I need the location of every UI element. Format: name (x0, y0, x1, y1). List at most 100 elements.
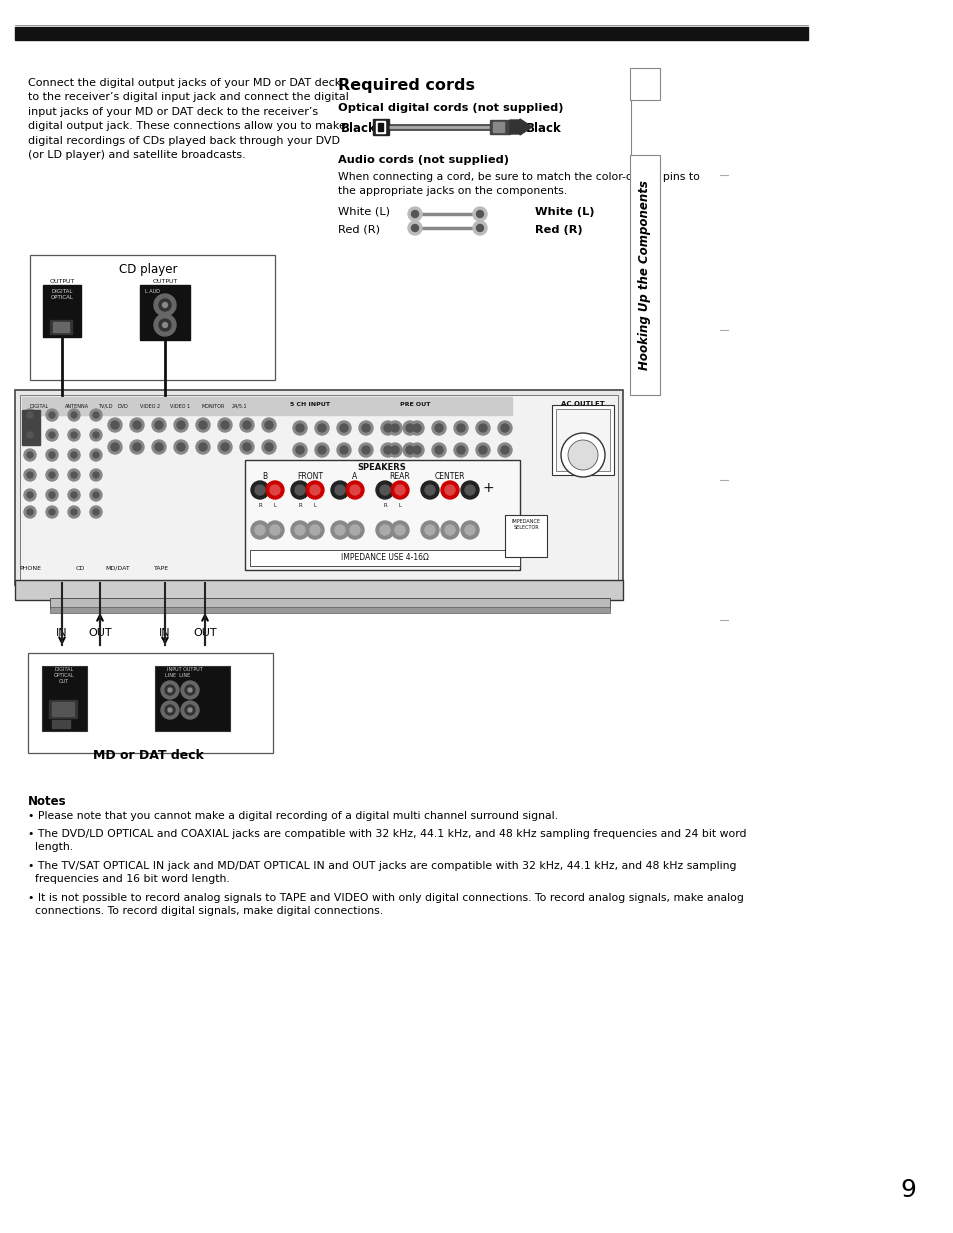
Circle shape (294, 485, 305, 494)
Bar (43, 285, 81, 337)
Circle shape (435, 446, 442, 454)
Circle shape (358, 443, 373, 457)
Text: REAR: REAR (389, 472, 410, 481)
Text: DIGITAL: DIGITAL (30, 403, 50, 408)
Text: IMPEDANCE USE 4-16Ω: IMPEDANCE USE 4-16Ω (341, 554, 429, 562)
Circle shape (339, 424, 348, 432)
Circle shape (221, 420, 229, 429)
Circle shape (132, 443, 141, 451)
Circle shape (185, 686, 194, 695)
Circle shape (162, 302, 168, 307)
Circle shape (27, 432, 33, 438)
Bar (50, 598, 609, 608)
Text: IN: IN (159, 628, 171, 637)
Circle shape (391, 481, 409, 499)
Circle shape (130, 440, 144, 454)
Circle shape (168, 708, 172, 711)
Circle shape (460, 522, 478, 539)
Circle shape (130, 418, 144, 432)
Circle shape (265, 443, 273, 451)
Text: R: R (258, 503, 262, 508)
Circle shape (293, 443, 307, 457)
Circle shape (476, 224, 483, 232)
Circle shape (444, 485, 455, 494)
Circle shape (185, 705, 194, 715)
Circle shape (456, 446, 464, 454)
Text: FRONT: FRONT (296, 472, 323, 481)
Text: CENTER: CENTER (435, 472, 465, 481)
Circle shape (199, 420, 207, 429)
Circle shape (71, 472, 77, 478)
Circle shape (159, 298, 171, 311)
Circle shape (173, 418, 188, 432)
Circle shape (497, 420, 512, 435)
Circle shape (375, 481, 394, 499)
Bar (22, 397, 512, 416)
Bar (20, 395, 618, 580)
Circle shape (108, 418, 122, 432)
Circle shape (27, 509, 33, 515)
Circle shape (24, 469, 36, 481)
Text: Connect the digital output jacks of your MD or DAT deck
to the receiver’s digita: Connect the digital output jacks of your… (28, 78, 349, 160)
Circle shape (266, 522, 284, 539)
Circle shape (92, 432, 99, 438)
Circle shape (132, 420, 141, 429)
Circle shape (111, 443, 119, 451)
Text: MD or DAT deck: MD or DAT deck (92, 748, 203, 762)
Circle shape (379, 485, 390, 494)
Bar (52, 702, 74, 716)
Circle shape (411, 224, 418, 232)
Circle shape (46, 449, 58, 461)
Circle shape (410, 443, 423, 457)
Circle shape (27, 492, 33, 498)
Circle shape (111, 420, 119, 429)
Circle shape (413, 446, 420, 454)
Circle shape (295, 446, 304, 454)
Circle shape (424, 485, 435, 494)
Circle shape (92, 492, 99, 498)
Text: PRE OUT: PRE OUT (399, 402, 430, 407)
Text: PHONE: PHONE (19, 566, 41, 571)
Text: DIGITAL: DIGITAL (54, 667, 73, 672)
Circle shape (90, 409, 102, 420)
Circle shape (177, 420, 185, 429)
Bar (22, 411, 40, 445)
Circle shape (154, 443, 163, 451)
Circle shape (293, 420, 307, 435)
Text: L: L (314, 503, 316, 508)
Circle shape (406, 424, 414, 432)
Circle shape (68, 469, 80, 481)
Bar (15, 390, 622, 584)
Circle shape (68, 429, 80, 441)
Circle shape (306, 481, 324, 499)
Circle shape (411, 211, 418, 217)
Circle shape (391, 424, 398, 432)
Text: OUT: OUT (193, 628, 216, 637)
Bar (245, 460, 519, 570)
Text: MD/DAT: MD/DAT (106, 566, 131, 571)
Circle shape (266, 481, 284, 499)
Circle shape (402, 443, 416, 457)
Circle shape (90, 490, 102, 501)
Circle shape (161, 681, 179, 699)
Text: OUTPUT: OUTPUT (152, 279, 177, 284)
Bar (30, 255, 274, 380)
Text: VIDEO 2: VIDEO 2 (140, 403, 160, 408)
Text: Black: Black (340, 122, 376, 134)
Bar (552, 404, 614, 475)
Circle shape (90, 429, 102, 441)
Circle shape (408, 221, 421, 236)
Circle shape (27, 472, 33, 478)
Text: LINE  LINE: LINE LINE (165, 673, 190, 678)
Circle shape (218, 418, 232, 432)
Text: Black: Black (525, 122, 561, 134)
Circle shape (395, 485, 405, 494)
Text: • Please note that you cannot make a digital recording of a digital multi channe: • Please note that you cannot make a dig… (28, 811, 558, 821)
Circle shape (391, 522, 409, 539)
Circle shape (270, 485, 280, 494)
Circle shape (336, 443, 351, 457)
Circle shape (71, 432, 77, 438)
Circle shape (27, 453, 33, 457)
Circle shape (181, 702, 199, 719)
Circle shape (199, 443, 207, 451)
